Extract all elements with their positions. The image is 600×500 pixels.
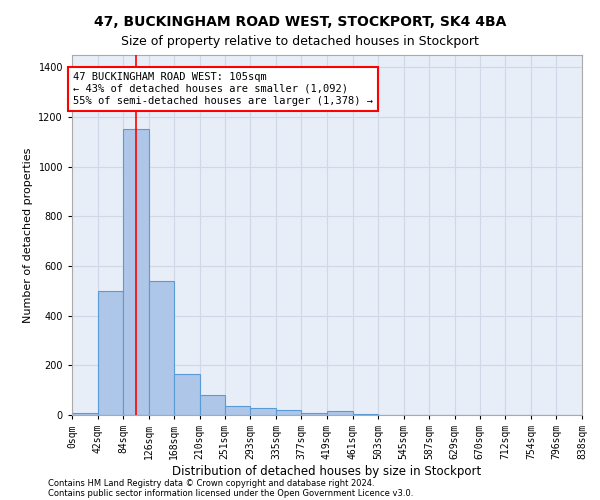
Bar bbox=[250, 408, 276, 415]
Bar bbox=[225, 406, 250, 415]
Text: 47 BUCKINGHAM ROAD WEST: 105sqm
← 43% of detached houses are smaller (1,092)
55%: 47 BUCKINGHAM ROAD WEST: 105sqm ← 43% of… bbox=[73, 72, 373, 106]
Y-axis label: Number of detached properties: Number of detached properties bbox=[23, 148, 33, 322]
Bar bbox=[72, 412, 98, 415]
Bar bbox=[327, 412, 353, 415]
X-axis label: Distribution of detached houses by size in Stockport: Distribution of detached houses by size … bbox=[172, 465, 482, 478]
Text: Contains public sector information licensed under the Open Government Licence v3: Contains public sector information licen… bbox=[48, 488, 413, 498]
Bar bbox=[98, 291, 123, 415]
Text: Contains HM Land Registry data © Crown copyright and database right 2024.: Contains HM Land Registry data © Crown c… bbox=[48, 478, 374, 488]
Bar bbox=[301, 412, 327, 415]
Bar bbox=[353, 414, 378, 415]
Bar bbox=[200, 395, 225, 415]
Text: Size of property relative to detached houses in Stockport: Size of property relative to detached ho… bbox=[121, 35, 479, 48]
Bar bbox=[149, 281, 174, 415]
Bar bbox=[276, 410, 301, 415]
Text: 47, BUCKINGHAM ROAD WEST, STOCKPORT, SK4 4BA: 47, BUCKINGHAM ROAD WEST, STOCKPORT, SK4… bbox=[94, 15, 506, 29]
Bar bbox=[174, 374, 200, 415]
Bar bbox=[123, 130, 149, 415]
